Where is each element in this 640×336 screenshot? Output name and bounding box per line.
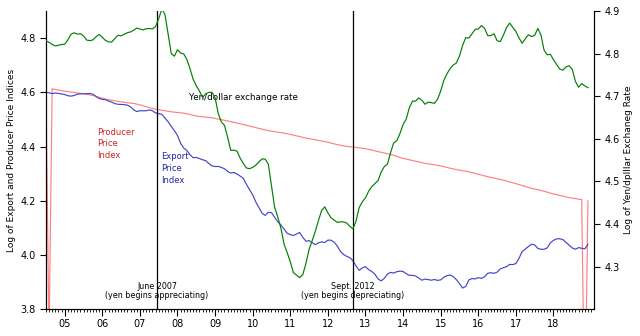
Text: Producer
Price
Index: Producer Price Index	[97, 128, 134, 160]
Text: Yen/dollar exchange rate: Yen/dollar exchange rate	[189, 93, 298, 102]
Y-axis label: Log of Yen/dplllar Exchaneg Rate: Log of Yen/dplllar Exchaneg Rate	[624, 86, 633, 235]
Text: (yen begins depreciating): (yen begins depreciating)	[301, 292, 404, 300]
Text: Sept. 2012: Sept. 2012	[331, 282, 375, 291]
Text: Export
Price
Index: Export Price Index	[161, 152, 188, 184]
Text: (yen begins appreciating): (yen begins appreciating)	[106, 292, 209, 300]
Text: June 2007: June 2007	[137, 282, 177, 291]
Y-axis label: Log of Export and Producer Price Indices: Log of Export and Producer Price Indices	[7, 69, 16, 252]
